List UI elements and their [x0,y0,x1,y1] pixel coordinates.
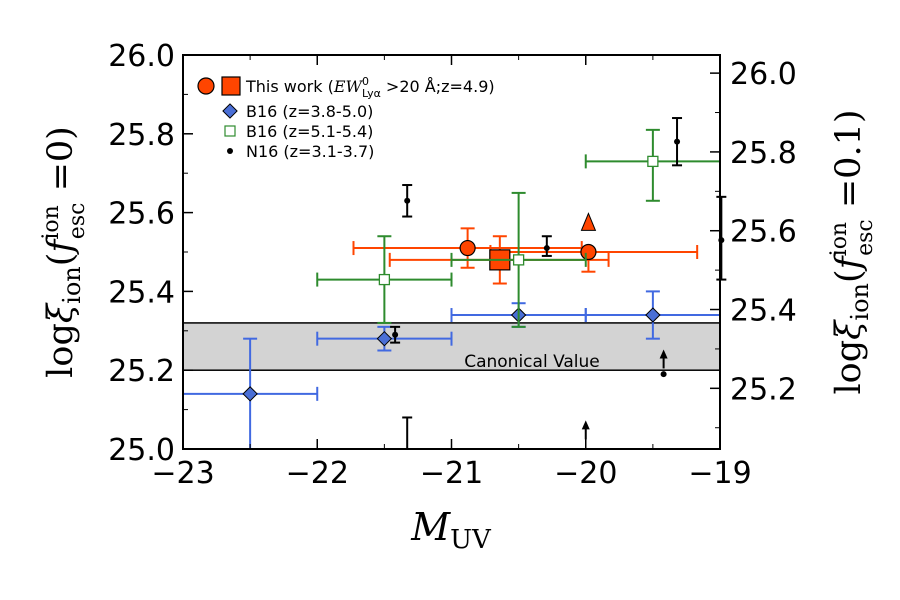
x-tick-label: −23 [151,456,214,491]
y-tick-label: 25.6 [108,197,175,232]
legend-label-b16-low: B16 (z=3.8-5.0) [246,102,373,121]
legend-marker-n16-dot [227,148,233,154]
y-right-tick-label: 25.2 [730,372,797,407]
b16-high-point-square [512,254,525,266]
n16-point-dot [404,197,411,204]
y-tick-label: 25.0 [108,433,175,468]
canonical-band [182,322,721,371]
this-work-point-circle [459,239,476,257]
b16-low-point-diamond [242,386,258,402]
y-right-tick-label: 25.8 [730,136,797,171]
n16-point-dot [392,331,399,338]
y-right-tick-label: 26.0 [730,57,797,92]
svg-text:logξion(fionesc =0): logξion(fionesc =0) [39,126,90,378]
this-work-point-circle [580,243,597,261]
n16-lower-limit-arrowhead [659,349,668,359]
x-tick-label: −22 [286,456,349,491]
legend-marker-this-work-square [221,76,241,96]
legend: This work (EW0 Lyα >20 Å;z=4.9) B16 (z=3.… [197,75,495,161]
svg-text:logξion(fionesc =0.1): logξion(fionesc =0.1) [827,109,878,394]
x-axis-title: MUV [410,505,492,555]
b16-low-point-diamond [645,307,661,323]
this-work-lower-limit-triangle [580,212,597,231]
b16-low-point-diamond [376,330,393,347]
b16-high-point-square [647,155,659,168]
y-tick-label: 26.0 [108,39,175,74]
y-axis-title-right: logξion(fionesc =0.1) [827,109,878,394]
legend-label-this-work: This work (EW0 Lyα >20 Å;z=4.9) [245,75,495,100]
legend-label-b16-high: B16 (z=5.1-5.4) [246,122,373,141]
n16-point-dot [674,138,681,145]
canonical-band-label: Canonical Value [464,352,600,372]
y-tick-label: 25.4 [108,275,175,310]
x-tick-label: −21 [420,456,483,491]
n16-lower-limit-arrowhead [581,420,590,430]
legend-marker-this-work-circle [197,77,215,95]
legend-marker-b16-diamond [222,103,238,119]
legend-label-n16: N16 (z=3.1-3.7) [246,142,374,161]
x-tick-label: −20 [554,456,617,491]
y-right-tick-label: 25.4 [730,294,797,329]
y-right-tick-label: 25.6 [730,215,797,250]
y-axis-title-left: logξion(fionesc =0) [39,126,90,378]
y-tick-label: 25.8 [108,118,175,153]
y-tick-label: 25.2 [108,354,175,389]
b16-high-point-square [378,273,391,286]
n16-point-dot [660,371,667,378]
n16-point-dot [543,245,550,252]
x-tick-label: −19 [688,456,751,491]
legend-marker-b16-open-square [224,125,236,137]
